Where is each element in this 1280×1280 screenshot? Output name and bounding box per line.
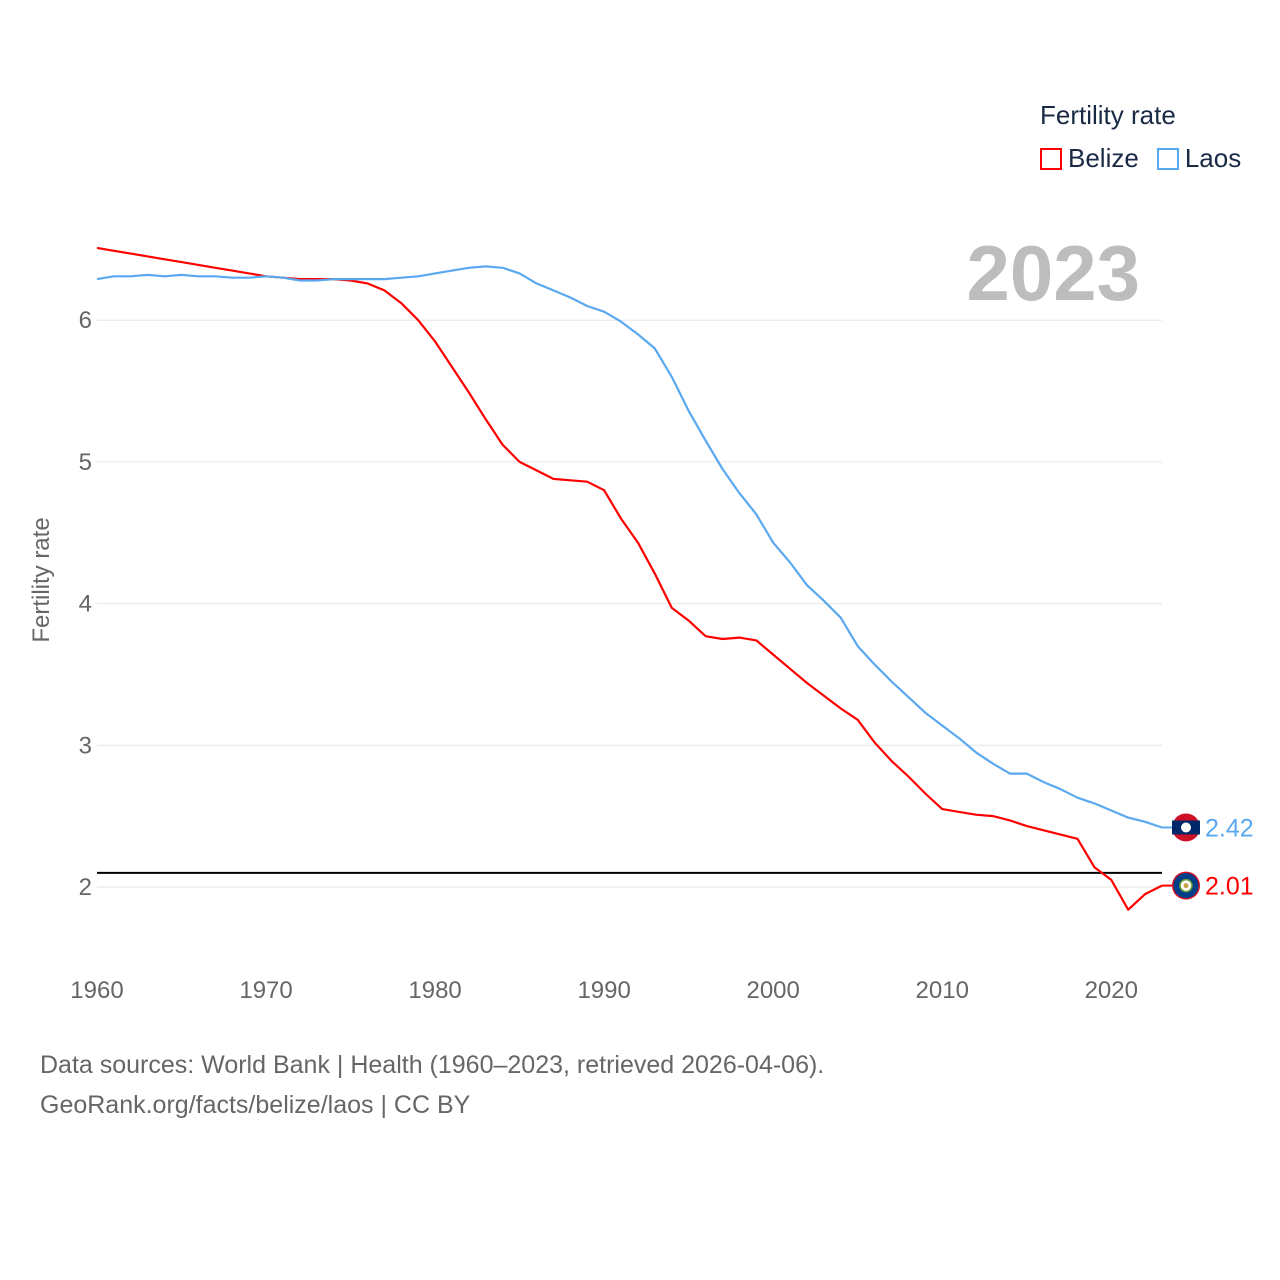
x-tick-label: 1960 <box>70 977 123 1004</box>
series-line-belize <box>96 246 1163 911</box>
x-tick-label: 2020 <box>1085 977 1138 1004</box>
legend-label: Laos <box>1184 143 1242 173</box>
y-axis-label: Fertility rate <box>28 517 55 643</box>
x-tick-label: 2000 <box>746 977 799 1004</box>
x-tick-label: 1970 <box>239 977 292 1004</box>
y-tick-label: 2 <box>79 874 92 901</box>
belize-flag-emblem-center <box>1183 883 1189 889</box>
legend: Belize Laos <box>1040 143 1241 174</box>
y-tick-label: 4 <box>79 591 92 618</box>
legend-item-laos[interactable]: Laos <box>1156 143 1242 174</box>
data-source-text: Data sources: World Bank | Health (1960–… <box>40 1051 825 1079</box>
legend-item-belize[interactable]: Belize <box>1040 143 1139 174</box>
legend-swatch-belize <box>1040 147 1062 170</box>
x-tick-label: 1980 <box>408 977 461 1004</box>
current-year-label: 2023 <box>966 229 1140 317</box>
attribution-link[interactable]: GeoRank.org/facts/belize/laos | CC BY <box>40 1091 471 1119</box>
end-value-label: 2.01 <box>1205 873 1254 901</box>
legend-title: Fertility rate <box>1040 100 1176 130</box>
y-tick-label: 6 <box>79 307 92 334</box>
laos-flag-disc <box>1181 822 1191 833</box>
y-tick-label: 5 <box>79 449 92 476</box>
x-tick-label: 2010 <box>916 977 969 1004</box>
legend-label: Belize <box>1068 143 1139 173</box>
series-line-laos <box>96 265 1163 829</box>
y-tick-label: 3 <box>79 732 92 759</box>
footer: Data sources: World Bank | Health (1960–… <box>40 1045 824 1125</box>
end-value-label: 2.42 <box>1205 814 1254 842</box>
legend-swatch-laos <box>1156 147 1179 170</box>
x-tick-label: 1990 <box>577 977 630 1004</box>
